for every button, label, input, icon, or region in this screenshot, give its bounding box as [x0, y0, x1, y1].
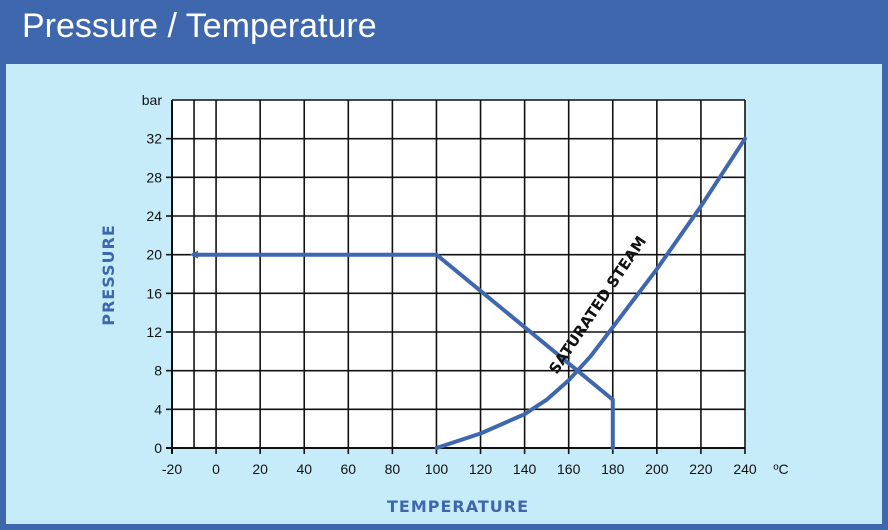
y-tick-label: 8 — [154, 363, 162, 379]
y-tick-label: 12 — [146, 324, 162, 340]
x-tick-label: 0 — [212, 461, 220, 477]
saturated-steam-curve — [434, 136, 747, 450]
x-tick-label: 100 — [425, 461, 449, 477]
x-tick-label: 80 — [385, 461, 401, 477]
x-tick-label: 60 — [341, 461, 357, 477]
operating-limit-line — [192, 252, 615, 450]
y-tick-label: 24 — [146, 208, 162, 224]
y-axis-title: PRESSURE — [99, 224, 118, 326]
y-tick-label: 4 — [154, 401, 162, 417]
x-axis-title: TEMPERATURE — [387, 497, 529, 516]
x-tick-label: -20 — [162, 461, 182, 477]
y-tick-label: 16 — [146, 285, 162, 301]
operating-limit-arrowhead — [190, 250, 199, 259]
x-tick-label: 40 — [296, 461, 312, 477]
x-unit-label: ºC — [773, 461, 788, 477]
x-tick-label: 220 — [689, 461, 713, 477]
y-tick-label: 28 — [146, 169, 162, 185]
x-tick-label: 140 — [513, 461, 537, 477]
x-tick-label: 120 — [469, 461, 493, 477]
x-tick-label: 200 — [645, 461, 669, 477]
x-tick-label: 160 — [557, 461, 581, 477]
y-tick-label: 32 — [146, 131, 162, 147]
y-unit-label: bar — [142, 92, 163, 108]
x-tick-label: 240 — [733, 461, 757, 477]
x-tick-label: 20 — [252, 461, 268, 477]
y-tick-label: 20 — [146, 247, 162, 263]
page-title: Pressure / Temperature — [22, 7, 377, 45]
y-tick-label: 0 — [154, 440, 162, 456]
x-tick-label: 180 — [601, 461, 625, 477]
header-bar: Pressure / Temperature — [0, 0, 888, 58]
